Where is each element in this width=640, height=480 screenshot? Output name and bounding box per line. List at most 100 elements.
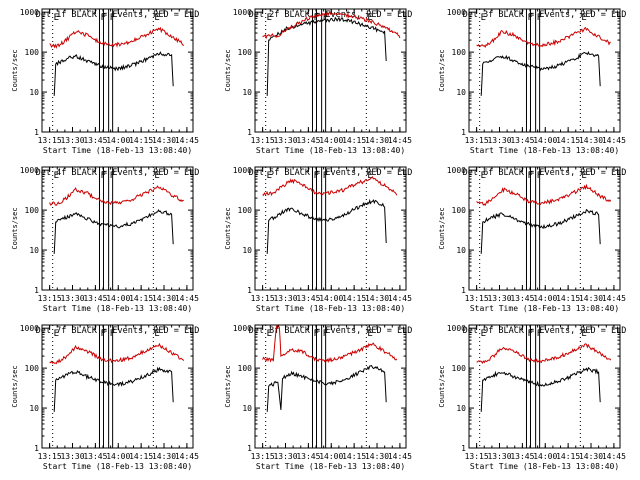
y-tick-label: 1	[247, 128, 252, 137]
x-tick-label: 14:30	[152, 452, 176, 461]
lld-series-line	[476, 26, 611, 49]
lld-series-line	[49, 342, 185, 365]
x-axis-label: Start Time (18-Feb-13 13:08:40)	[470, 146, 619, 155]
x-axis-label: Start Time (18-Feb-13 13:08:40)	[470, 304, 619, 313]
y-tick-label: 1000	[233, 166, 252, 175]
flare-marker-box	[98, 8, 104, 133]
x-tick-label: 14:00	[106, 294, 130, 303]
x-tick-label: 14:00	[533, 452, 557, 461]
y-tick-label: 100	[238, 206, 253, 215]
marker-label: E	[54, 13, 59, 23]
y-tick-label: 10	[242, 404, 252, 413]
x-tick-label: 13:15	[465, 294, 489, 303]
x-tick-label: 14:45	[388, 452, 412, 461]
y-tick-label: 1	[247, 444, 252, 453]
marker-label: F	[527, 171, 532, 181]
lld-series-line	[49, 185, 184, 206]
y-tick-label: 10	[29, 246, 39, 255]
marker-label: E	[481, 329, 486, 339]
x-axis-label: Start Time (18-Feb-13 13:08:40)	[256, 462, 405, 471]
marker-label: F	[110, 13, 115, 23]
x-tick-label: 13:45	[510, 452, 534, 461]
x-tick-label: 14:15	[129, 452, 153, 461]
x-tick-label: 14:30	[579, 452, 603, 461]
y-tick-label: 1	[34, 444, 39, 453]
x-tick-label: 14:30	[365, 452, 389, 461]
plot-frame	[254, 8, 407, 133]
x-tick-label: 13:45	[83, 294, 107, 303]
events-series-line	[480, 50, 601, 96]
marker-label: F	[323, 171, 328, 181]
y-axis-label: Counts/sec	[11, 49, 19, 91]
marker-label: E	[481, 171, 486, 181]
x-tick-label: 13:45	[296, 136, 320, 145]
x-tick-label: 14:45	[602, 452, 626, 461]
x-tick-label: 14:15	[342, 452, 366, 461]
y-tick-label: 1	[461, 128, 466, 137]
flare-marker-box	[98, 166, 104, 291]
plot-frame	[41, 324, 194, 449]
x-tick-label: 13:15	[465, 452, 489, 461]
x-tick-label: 14:00	[533, 294, 557, 303]
x-tick-label: 13:45	[510, 136, 534, 145]
y-tick-label: 1000	[20, 166, 39, 175]
x-tick-label: 13:15	[465, 136, 489, 145]
panel-title: Det 4f BLACK = Events, RED = LLD	[36, 168, 200, 178]
flare-marker-box	[525, 324, 531, 449]
y-axis-label: Counts/sec	[224, 365, 232, 407]
flare-marker-box	[311, 166, 317, 291]
marker-label: F	[537, 171, 542, 181]
events-series-line	[53, 208, 174, 254]
events-series-line	[480, 208, 601, 254]
marker-label: F	[313, 329, 318, 339]
flare-marker-box	[311, 8, 317, 133]
flare-marker-box	[535, 324, 541, 449]
y-tick-label: 100	[452, 206, 467, 215]
flare-marker-box	[321, 324, 327, 449]
y-tick-label: 1000	[233, 8, 252, 17]
lld-series-line	[476, 343, 612, 365]
x-tick-label: 13:30	[487, 452, 511, 461]
plot-frame	[468, 8, 621, 133]
x-tick-label: 13:30	[273, 136, 297, 145]
y-axis-label: Counts/sec	[438, 207, 446, 249]
y-tick-label: 1000	[20, 324, 39, 333]
marker-label: E	[581, 329, 586, 339]
x-tick-label: 14:15	[556, 294, 580, 303]
y-tick-label: 100	[25, 364, 40, 373]
y-tick-label: 1000	[447, 8, 466, 17]
marker-label: E	[154, 171, 159, 181]
x-tick-label: 13:30	[60, 452, 84, 461]
x-tick-label: 14:15	[129, 294, 153, 303]
x-tick-label: 13:30	[60, 294, 84, 303]
x-tick-label: 13:45	[296, 294, 320, 303]
y-tick-label: 1000	[447, 166, 466, 175]
y-tick-label: 1	[461, 286, 466, 295]
plot-frame	[41, 166, 194, 291]
x-tick-label: 14:30	[579, 136, 603, 145]
marker-label: F	[110, 171, 115, 181]
x-tick-label: 13:30	[487, 136, 511, 145]
x-tick-label: 13:45	[83, 136, 107, 145]
x-tick-label: 14:45	[388, 136, 412, 145]
x-tick-label: 14:30	[152, 294, 176, 303]
marker-label: F	[100, 171, 105, 181]
x-tick-label: 14:15	[556, 452, 580, 461]
x-tick-label: 14:45	[175, 452, 199, 461]
panel-title: Det 3f BLACK = Events, RED = LLD	[463, 10, 627, 20]
x-tick-label: 13:30	[487, 294, 511, 303]
y-tick-label: 1000	[447, 324, 466, 333]
y-tick-label: 10	[29, 404, 39, 413]
y-tick-label: 10	[456, 404, 466, 413]
plot-frame	[254, 324, 407, 449]
y-axis-label: Counts/sec	[11, 207, 19, 249]
flare-marker-box	[108, 166, 114, 291]
x-axis-label: Start Time (18-Feb-13 13:08:40)	[470, 462, 619, 471]
flare-marker-box	[311, 324, 317, 449]
events-series-line	[266, 198, 387, 254]
